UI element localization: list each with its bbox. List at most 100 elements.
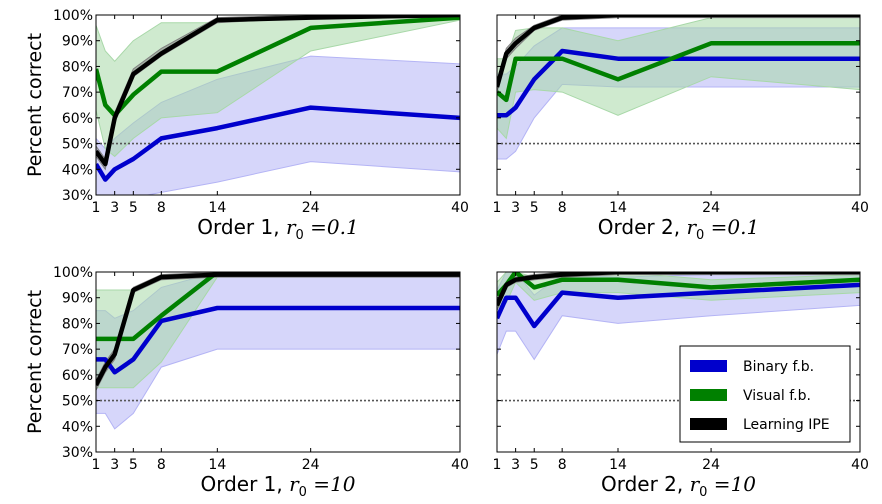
x-tick-label: 8 (157, 200, 166, 216)
x-tick-label: 14 (208, 200, 226, 216)
panel-1: 1 3 5 8 14 24 40 30% 40% 50% 60% 70% 80% 90% 100% Perce… (24, 8, 469, 243)
x-tick-label: 24 (702, 200, 720, 216)
panel-4: 1 3 5 8 14 24 40 Order 2, r0 =10 (493, 271, 869, 500)
x-tick-label: 5 (530, 200, 539, 216)
legend-label: Binary f.b. (743, 359, 814, 375)
series-line-learning-ipe (497, 272, 860, 307)
panel-title-symbol: r (686, 215, 697, 239)
x-tick-label: 1 (493, 457, 502, 473)
y-tick-label: 80% (62, 316, 93, 332)
plot-area (96, 272, 460, 430)
confidence-band-visual-f-b- (96, 272, 460, 389)
axes-frame (496, 14, 861, 196)
y-tick-label: 70% (62, 342, 93, 358)
y-tick-label: 60% (62, 368, 93, 384)
x-tick-label: 8 (558, 457, 567, 473)
x-tick-label: 1 (493, 200, 502, 216)
panel-title-text: Order 1, (200, 472, 289, 496)
panel-title-value: =0.1 (704, 215, 759, 239)
panel-title-subscript: 0 (699, 485, 707, 500)
series-line-visual-f-b- (96, 15, 460, 118)
y-tick-label: 70% (62, 85, 93, 101)
plot-area (96, 15, 460, 195)
y-tick-label: 30% (62, 188, 93, 204)
plot-area (497, 15, 860, 160)
panel-title: Order 1, r0 =10 (200, 472, 355, 500)
x-tick-label: 24 (702, 457, 720, 473)
x-tick-label: 40 (851, 200, 869, 216)
y-tick-label: 50% (62, 137, 93, 153)
panel-title-value: =10 (307, 472, 356, 496)
x-tick-label: 3 (110, 200, 119, 216)
axes-frame (95, 14, 461, 196)
panel-title-text: Order 1, (197, 215, 286, 239)
y-tick-label: 60% (62, 111, 93, 127)
panel-title-symbol: r (286, 215, 297, 239)
x-tick-label: 14 (609, 457, 627, 473)
legend: Binary f.b. Visual f.b. Learning IPE (679, 345, 851, 443)
confidence-band-visual-f-b- (96, 15, 460, 158)
confidence-band-learning-ipe (497, 15, 860, 93)
x-tick-label: 40 (451, 200, 469, 216)
panel-title: Order 2, r0 =10 (601, 472, 756, 500)
x-tick-label: 8 (157, 457, 166, 473)
panel-3: 1 3 5 8 14 24 40 30% 40% 50% 60% 70% 80% 90% 100% Perce… (24, 265, 469, 500)
panel-title-subscript: 0 (696, 228, 704, 243)
x-tick-label: 5 (129, 457, 138, 473)
y-tick-label: 50% (62, 394, 93, 410)
y-tick-label: 90% (62, 34, 93, 50)
series-line-learning-ipe (96, 15, 460, 167)
x-tick-label: 3 (110, 457, 119, 473)
legend-swatch (690, 389, 727, 401)
y-tick-label: 100% (53, 8, 93, 24)
series-line-learning-ipe (497, 15, 860, 88)
y-tick-label: 40% (62, 162, 93, 178)
axes-frame (95, 271, 461, 453)
x-tick-label: 1 (92, 457, 101, 473)
series-line-visual-f-b- (497, 41, 860, 103)
panel-title-subscript: 0 (296, 228, 304, 243)
legend-swatch (690, 360, 727, 372)
legend-swatch (690, 418, 727, 430)
y-tick-label: 90% (62, 291, 93, 307)
x-tick-label: 24 (302, 457, 320, 473)
y-axis-label: Percent correct (24, 33, 46, 177)
panel-title-value: =0.1 (304, 215, 359, 239)
panel-title: Order 1, r0 =0.1 (197, 215, 358, 243)
series-line-binary-f-b- (497, 282, 860, 329)
legend-label: Learning IPE (743, 417, 830, 433)
series-line-binary-f-b- (497, 48, 860, 118)
x-tick-label: 14 (208, 457, 226, 473)
panel-title-symbol: r (690, 472, 701, 496)
panel-title: Order 2, r0 =0.1 (598, 215, 759, 243)
axes-frame (496, 271, 861, 453)
y-tick-label: 100% (53, 265, 93, 281)
series-line-binary-f-b- (96, 105, 460, 182)
x-tick-label: 14 (609, 200, 627, 216)
legend-label: Visual f.b. (743, 388, 811, 404)
panel-title-text: Order 2, (601, 472, 690, 496)
y-tick-label: 40% (62, 419, 93, 435)
x-tick-label: 8 (558, 200, 567, 216)
x-tick-label: 3 (511, 200, 520, 216)
series-line-visual-f-b- (96, 272, 460, 342)
y-tick-label: 80% (62, 59, 93, 75)
panel-2: 1 3 5 8 14 24 40 Order 2, r0 =0.1 (493, 14, 869, 243)
y-axis-label: Percent correct (24, 290, 46, 434)
x-tick-label: 40 (851, 457, 869, 473)
panel-title-value: =10 (707, 472, 756, 496)
y-tick-label: 30% (62, 445, 93, 461)
x-tick-label: 3 (511, 457, 520, 473)
panel-title-text: Order 2, (598, 215, 687, 239)
confidence-band-visual-f-b- (497, 15, 860, 140)
panel-title-symbol: r (289, 472, 300, 496)
x-tick-label: 1 (92, 200, 101, 216)
x-tick-label: 5 (530, 457, 539, 473)
x-tick-label: 40 (451, 457, 469, 473)
x-tick-label: 24 (302, 200, 320, 216)
panel-title-subscript: 0 (299, 485, 307, 500)
series-line-learning-ipe (96, 272, 460, 387)
plot-area (497, 272, 860, 402)
x-tick-label: 5 (129, 200, 138, 216)
